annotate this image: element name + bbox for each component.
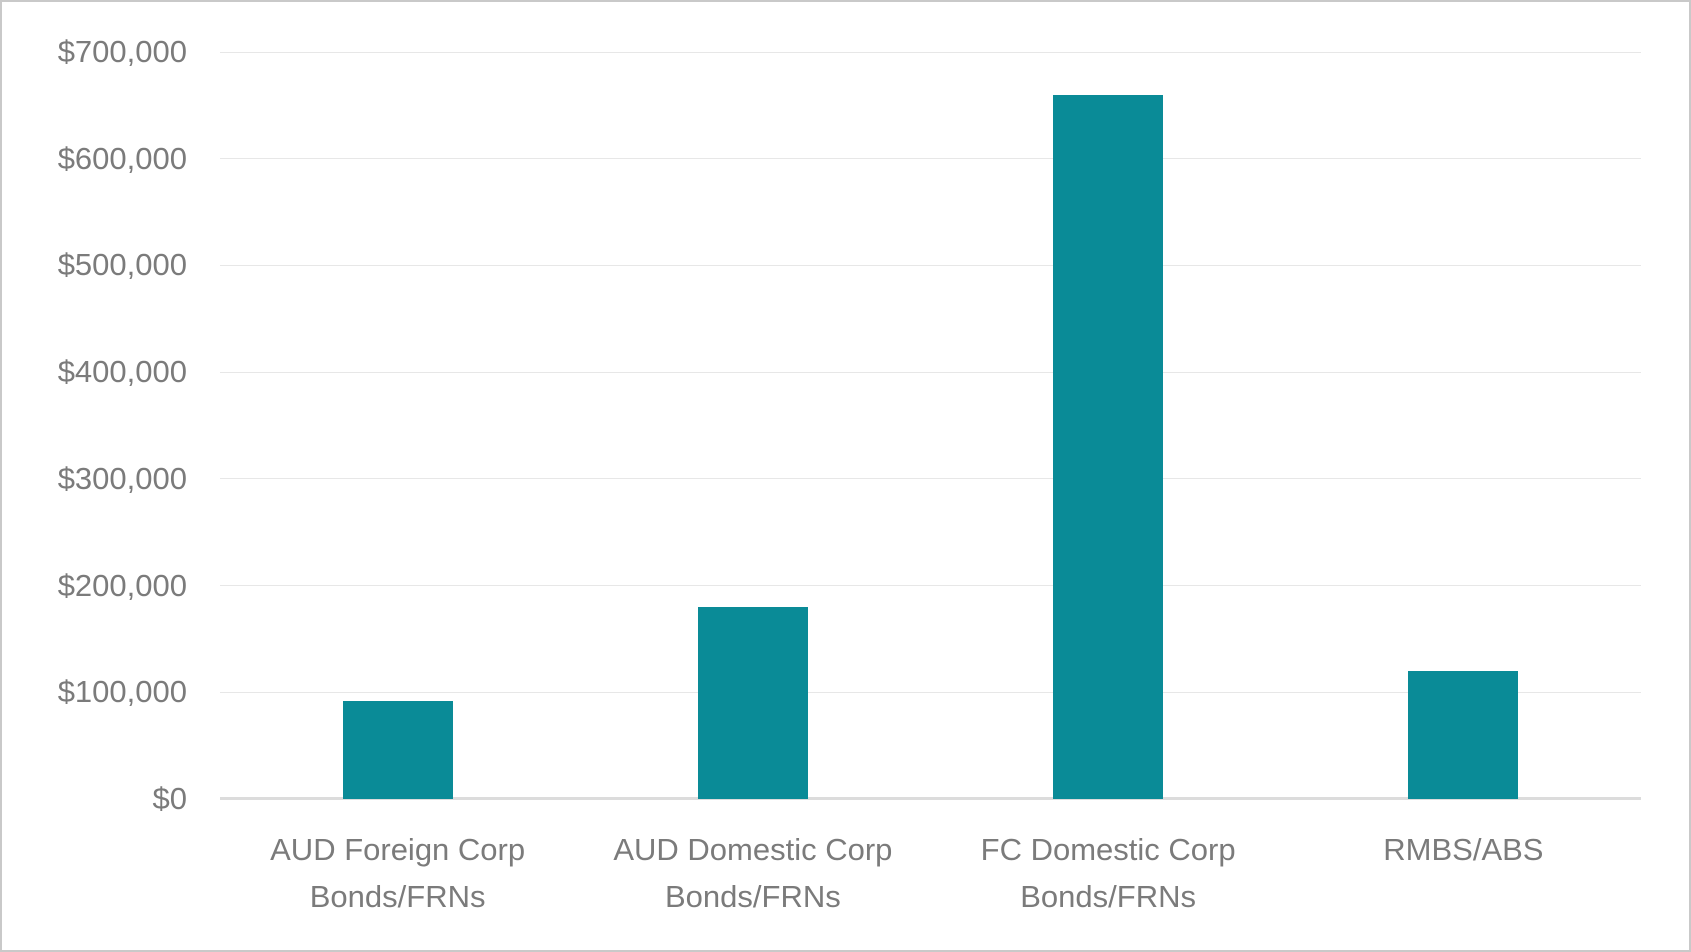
- gridline: [220, 158, 1641, 160]
- bar: [342, 700, 453, 799]
- category-label: FC Domestic Corp Bonds/FRNs: [980, 832, 1236, 914]
- y-tick-label: $700,000: [57, 34, 187, 69]
- gridline: [220, 264, 1641, 266]
- bar-slot: [575, 52, 930, 799]
- bar: [697, 606, 808, 799]
- category-label: AUD Foreign Corp Bonds/FRNs: [270, 832, 526, 914]
- x-axis-baseline: [220, 797, 1641, 800]
- bar-slot: [220, 52, 575, 799]
- gridline: [220, 478, 1641, 480]
- gridline: [220, 371, 1641, 373]
- category-label: RMBS/ABS: [1383, 832, 1544, 867]
- y-tick-label: $500,000: [57, 247, 187, 283]
- bar-slot: [931, 52, 1286, 799]
- category-label: AUD Domestic Corp Bonds/FRNs: [613, 832, 893, 914]
- y-tick-label: $300,000: [57, 460, 187, 496]
- y-axis: $0 $100,000 $200,000 $300,000 $400,000 $500,0…: [2, 34, 187, 816]
- gridline: [220, 51, 1641, 53]
- y-tick-label: $200,000: [57, 567, 187, 603]
- bar-series: [220, 52, 1641, 799]
- y-tick-label: $0: [152, 781, 187, 816]
- x-axis-labels: AUD Foreign Corp Bonds/FRNs AUD Domestic …: [220, 799, 1641, 920]
- gridline: [220, 691, 1641, 693]
- y-tick-label: $100,000: [57, 674, 187, 710]
- plot-area: [220, 51, 1641, 800]
- bar-slot: [1286, 52, 1641, 799]
- gridline: [220, 585, 1641, 587]
- y-tick-label: $400,000: [57, 354, 187, 390]
- bar: [1053, 94, 1164, 799]
- y-tick-label: $600,000: [57, 140, 187, 176]
- bar: [1408, 670, 1519, 799]
